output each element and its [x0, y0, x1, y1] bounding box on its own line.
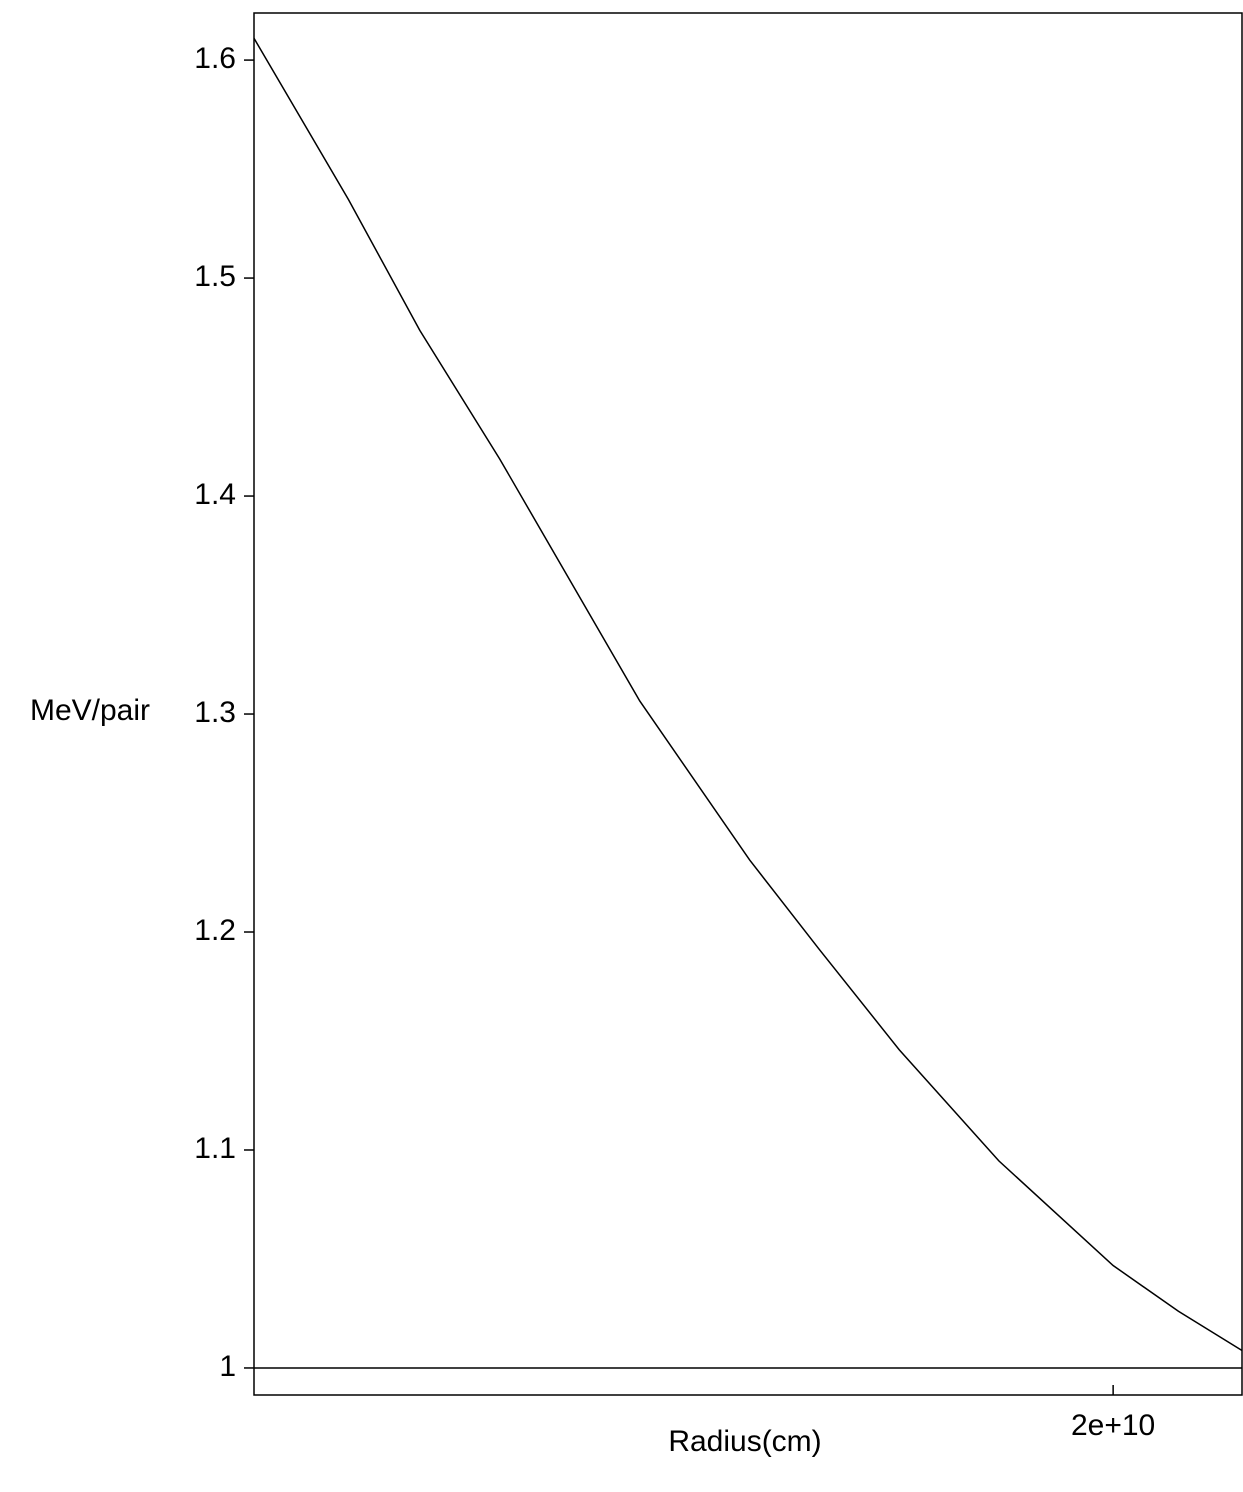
y-tick-label: 1.3: [194, 696, 236, 729]
data-line: [253, 37, 1243, 1352]
x-axis-label: Radius(cm): [668, 1425, 821, 1458]
y-tick-label: 1.4: [194, 478, 236, 511]
y-tick-label: 1.1: [194, 1132, 236, 1165]
y-tick-label: 1.2: [194, 914, 236, 947]
y-axis-label: MeV/pair: [30, 694, 150, 727]
y-tick-label: 1.6: [194, 42, 236, 75]
plot-frame: [253, 12, 1243, 1396]
y-tick-label: 1.5: [194, 260, 236, 293]
y-tick-label: 1: [219, 1350, 236, 1383]
x-tick-label: 2e+10: [1071, 1409, 1155, 1442]
